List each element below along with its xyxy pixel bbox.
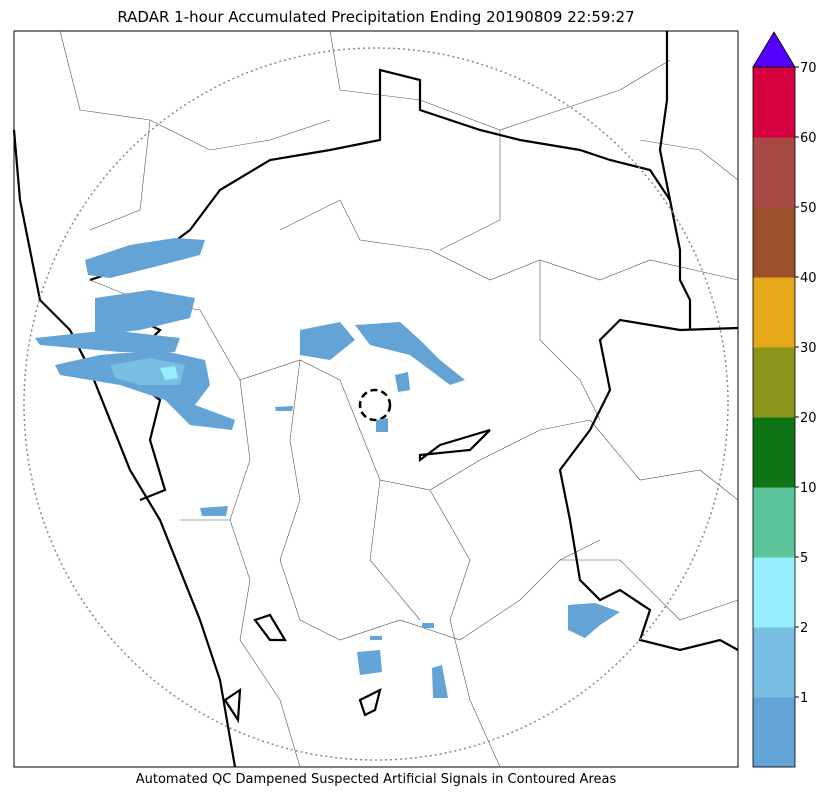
radar-site <box>358 388 392 422</box>
colorbar-tick-label: 10 <box>800 481 817 496</box>
colorbar-segment <box>753 557 795 628</box>
map-panel <box>12 30 739 768</box>
colorbar-tick-label: 2 <box>800 621 808 636</box>
colorbar-segment <box>753 207 795 278</box>
map-caption: Automated QC Dampened Suspected Artifici… <box>136 772 617 787</box>
precipitation <box>35 238 620 698</box>
colorbar: 1 2 5 10 20 30 40 50 60 70 <box>752 31 817 768</box>
colorbar-tick-label: 1 <box>800 691 808 706</box>
district-borders <box>59 30 739 768</box>
colorbar-segment <box>753 487 795 558</box>
map-frame <box>13 30 739 768</box>
colorbar-segment <box>753 347 795 418</box>
colorbar-segment <box>753 417 795 488</box>
colorbar-segment <box>753 137 795 208</box>
colorbar-tick-label: 30 <box>800 341 817 356</box>
colorbar-segment <box>753 277 795 348</box>
colorbar-tick-label: 40 <box>800 271 817 286</box>
colorbar-tick-label: 50 <box>800 201 817 216</box>
state-borders <box>12 31 739 768</box>
colorbar-tick-label: 60 <box>800 131 817 146</box>
colorbar-extend <box>752 31 796 68</box>
colorbar-tick-label: 70 <box>800 61 817 76</box>
colorbar-segment <box>753 67 795 138</box>
radar-range-ring <box>23 47 729 761</box>
colorbar-tick-label: 20 <box>800 411 817 426</box>
colorbar-tick-label: 5 <box>800 551 808 566</box>
map-title: RADAR 1-hour Accumulated Precipitation E… <box>117 8 634 26</box>
colorbar-segment <box>753 697 795 768</box>
colorbar-segment <box>753 627 795 698</box>
